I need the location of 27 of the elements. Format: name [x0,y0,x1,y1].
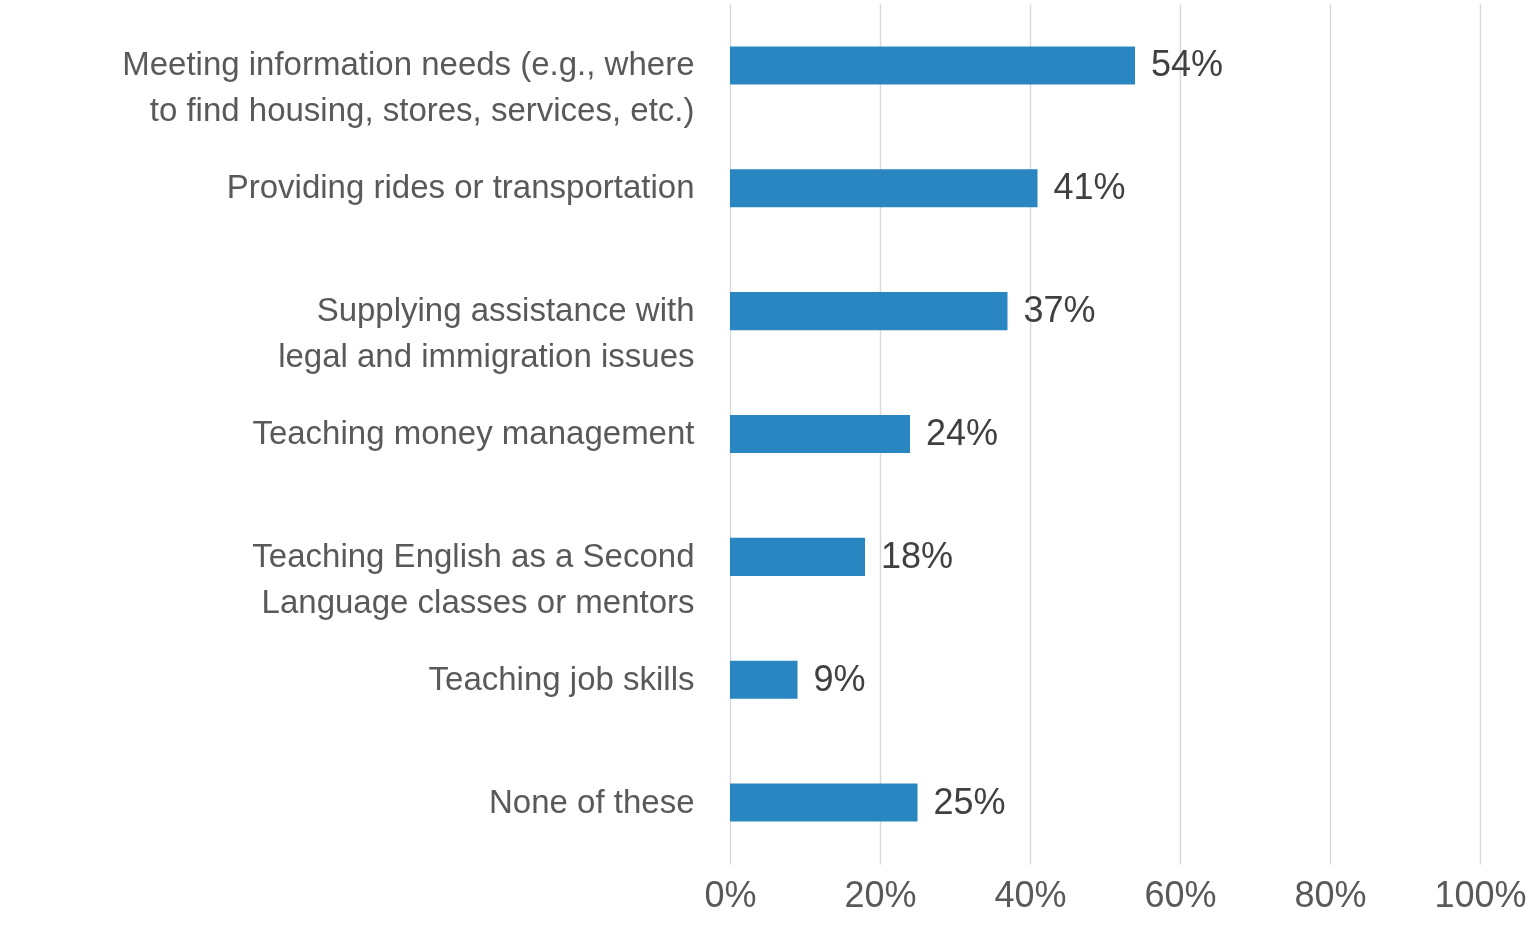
data-label: 41% [1053,166,1126,208]
bar [730,46,1135,85]
x-tick-label: 20% [844,873,917,915]
bar [730,660,798,699]
bar [730,414,910,454]
data-label: 25% [933,780,1006,822]
x-tick-label: 80% [1294,873,1367,915]
x-tick-label: 0% [704,873,757,915]
y-tick-label: Teaching English as a Second Language classes or mentors [252,536,695,620]
x-tick-label: 60% [1144,873,1217,915]
y-tick-label: Teaching job skills [428,659,695,697]
bar [730,783,918,822]
bar [730,292,1008,331]
x-tick-label: 40% [994,873,1067,915]
bar [730,169,1038,208]
data-label: 24% [926,412,999,453]
data-label: 54% [1151,43,1224,85]
y-tick-label: Meeting information needs (e.g., where to find housing, stores, services, etc.) [122,45,695,129]
bar [730,537,865,576]
y-tick-label: Supplying assistance with legal and immigration issues [278,291,695,375]
y-tick-label: Teaching money management [252,414,695,451]
data-label: 37% [1023,289,1096,331]
x-tick-label: 100% [1434,873,1527,915]
data-label: 18% [881,534,954,576]
y-tick-label: None of these [489,782,695,820]
y-tick-label: Providing rides or transportation [226,168,695,206]
data-label: 9% [813,657,866,699]
